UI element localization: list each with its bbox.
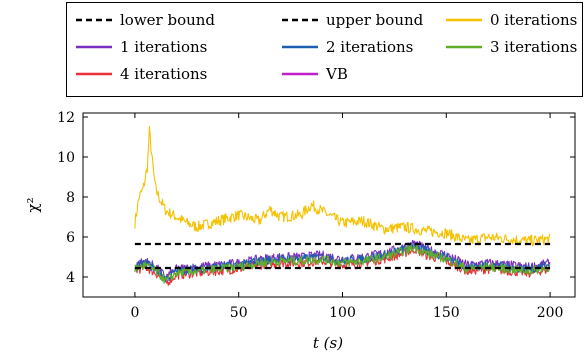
ticks-layer: 0 50 100 150 200 4 6 8 10 12 — [57, 110, 575, 321]
legend-label: 4 iterations — [120, 65, 207, 83]
legend-label: upper bound — [326, 11, 424, 29]
legend-label: 0 iterations — [490, 11, 577, 29]
legend-frame — [66, 2, 583, 97]
x-tick-label: 100 — [329, 305, 356, 321]
legend-label: 3 iterations — [490, 38, 577, 56]
y-tick-label: 12 — [57, 110, 75, 126]
x-axis-label: t (s) — [313, 334, 343, 352]
series-0-iterations — [134, 125, 551, 247]
legend-label: VB — [325, 65, 348, 83]
legend: lower bound upper bound 0 iterations 1 iter… — [66, 2, 583, 97]
x-tick-label: 50 — [230, 305, 248, 321]
legend-label: 1 iterations — [120, 38, 207, 56]
y-tick-label: 10 — [57, 150, 75, 166]
legend-label: 2 iterations — [326, 38, 413, 56]
legend-label: lower bound — [120, 11, 215, 29]
series-layer — [134, 125, 551, 286]
x-tick-label: 200 — [537, 305, 564, 321]
y-tick-label: 6 — [66, 230, 75, 246]
legend-items: lower bound upper bound 0 iterations 1 iter… — [76, 11, 577, 83]
x-tick-label: 0 — [130, 305, 139, 321]
y-tick-label: 4 — [66, 270, 75, 286]
y-tick-label: 8 — [66, 190, 75, 206]
x-tick-label: 150 — [433, 305, 460, 321]
plot-frame — [82, 112, 576, 298]
y-axis-label: χ² — [24, 197, 42, 212]
plot-area: 0 50 100 150 200 4 6 8 10 12 — [57, 110, 576, 321]
